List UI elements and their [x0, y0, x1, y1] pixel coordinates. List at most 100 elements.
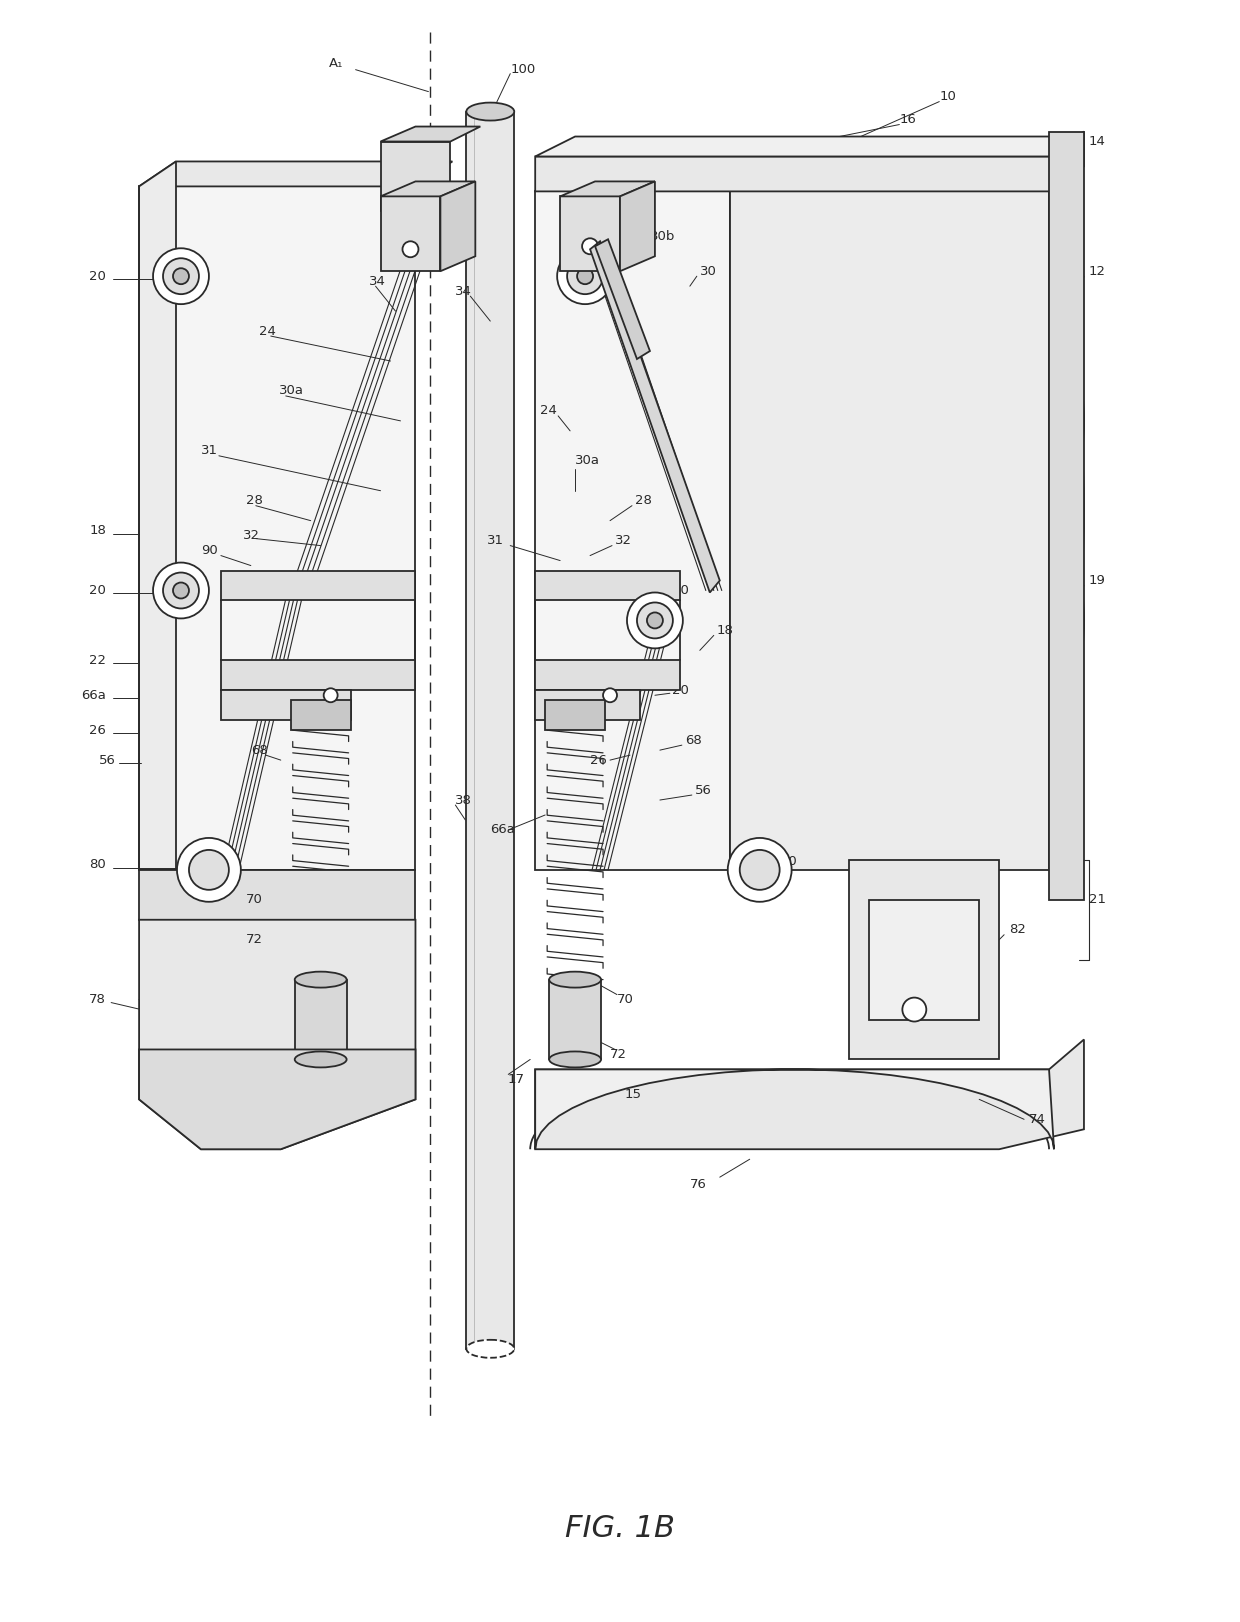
- Circle shape: [903, 998, 926, 1022]
- Text: 10: 10: [939, 91, 956, 104]
- Text: 19: 19: [1089, 574, 1106, 587]
- Text: 31: 31: [201, 444, 218, 457]
- Polygon shape: [221, 660, 415, 691]
- Polygon shape: [381, 182, 475, 196]
- Polygon shape: [536, 1040, 1084, 1150]
- Text: 32: 32: [615, 534, 632, 547]
- Circle shape: [557, 248, 613, 305]
- Text: 24: 24: [541, 404, 557, 417]
- Text: 90: 90: [201, 543, 218, 556]
- Text: 38: 38: [455, 793, 472, 806]
- Text: 26: 26: [89, 723, 107, 736]
- Polygon shape: [536, 1069, 1054, 1150]
- Polygon shape: [139, 187, 415, 869]
- Text: 20: 20: [672, 584, 688, 597]
- Polygon shape: [590, 242, 719, 592]
- Text: 100: 100: [510, 63, 536, 76]
- Text: 28: 28: [246, 495, 263, 508]
- Polygon shape: [536, 691, 640, 720]
- Polygon shape: [849, 860, 999, 1059]
- Circle shape: [647, 613, 663, 628]
- Text: 70: 70: [246, 894, 263, 907]
- Polygon shape: [560, 196, 620, 271]
- Circle shape: [567, 258, 603, 294]
- Circle shape: [627, 592, 683, 649]
- Polygon shape: [221, 571, 415, 600]
- Circle shape: [162, 258, 198, 294]
- Text: 30a: 30a: [279, 384, 304, 397]
- Text: 30: 30: [699, 264, 717, 277]
- Text: 18: 18: [717, 624, 734, 637]
- Polygon shape: [869, 900, 980, 1020]
- Polygon shape: [381, 127, 480, 141]
- Circle shape: [582, 238, 598, 255]
- Text: 56: 56: [99, 754, 117, 767]
- Text: 18: 18: [89, 524, 107, 537]
- Text: 66a: 66a: [82, 689, 107, 702]
- Circle shape: [637, 602, 673, 639]
- Circle shape: [403, 242, 418, 258]
- Polygon shape: [549, 980, 601, 1059]
- Polygon shape: [560, 182, 655, 196]
- Text: 26: 26: [590, 754, 606, 767]
- Text: 70: 70: [618, 993, 634, 1006]
- Text: 68: 68: [684, 733, 702, 746]
- Text: 15: 15: [149, 1062, 166, 1075]
- Polygon shape: [139, 162, 176, 869]
- Polygon shape: [466, 112, 515, 1350]
- Polygon shape: [290, 701, 351, 730]
- Text: 20: 20: [89, 269, 107, 282]
- Circle shape: [728, 839, 791, 902]
- Circle shape: [162, 573, 198, 608]
- Text: A₁: A₁: [329, 57, 342, 70]
- Text: 12: 12: [1089, 264, 1106, 277]
- Polygon shape: [595, 240, 650, 358]
- Ellipse shape: [466, 1340, 515, 1358]
- Circle shape: [153, 248, 208, 305]
- Text: 17: 17: [507, 1072, 525, 1085]
- Text: 72: 72: [246, 933, 263, 946]
- Polygon shape: [620, 182, 655, 271]
- Text: 82: 82: [1009, 923, 1025, 936]
- Polygon shape: [295, 980, 347, 1059]
- Circle shape: [740, 850, 780, 890]
- Text: 32: 32: [243, 529, 260, 542]
- Text: 66a: 66a: [490, 824, 515, 837]
- Circle shape: [153, 563, 208, 618]
- Text: FIG. 1B: FIG. 1B: [565, 1513, 675, 1543]
- Text: 68: 68: [250, 743, 268, 756]
- Circle shape: [177, 839, 241, 902]
- Circle shape: [577, 268, 593, 284]
- Polygon shape: [536, 660, 680, 691]
- Polygon shape: [139, 920, 415, 1150]
- Ellipse shape: [295, 972, 347, 988]
- Text: 22: 22: [89, 654, 107, 667]
- Text: 76: 76: [689, 1178, 707, 1191]
- Text: 30b: 30b: [650, 230, 676, 243]
- Circle shape: [174, 582, 188, 599]
- Polygon shape: [536, 131, 1084, 191]
- Circle shape: [324, 688, 337, 702]
- Circle shape: [174, 268, 188, 284]
- Text: 34: 34: [368, 274, 386, 287]
- Text: 15: 15: [625, 1088, 642, 1101]
- Polygon shape: [381, 141, 450, 211]
- Text: 31: 31: [487, 534, 505, 547]
- Text: 30a: 30a: [575, 454, 600, 467]
- Circle shape: [188, 850, 229, 890]
- Text: 80: 80: [780, 855, 796, 868]
- Text: 28: 28: [635, 495, 652, 508]
- Text: 21: 21: [1089, 894, 1106, 907]
- Polygon shape: [536, 571, 680, 600]
- Text: 56: 56: [694, 783, 712, 796]
- Text: 20: 20: [672, 684, 688, 697]
- Text: 78: 78: [89, 993, 107, 1006]
- Ellipse shape: [295, 1051, 347, 1067]
- Polygon shape: [440, 182, 475, 271]
- Circle shape: [603, 688, 618, 702]
- Polygon shape: [139, 1049, 415, 1150]
- Ellipse shape: [549, 972, 601, 988]
- Polygon shape: [381, 196, 440, 271]
- Text: 14: 14: [1089, 135, 1106, 148]
- Text: 16: 16: [899, 114, 916, 127]
